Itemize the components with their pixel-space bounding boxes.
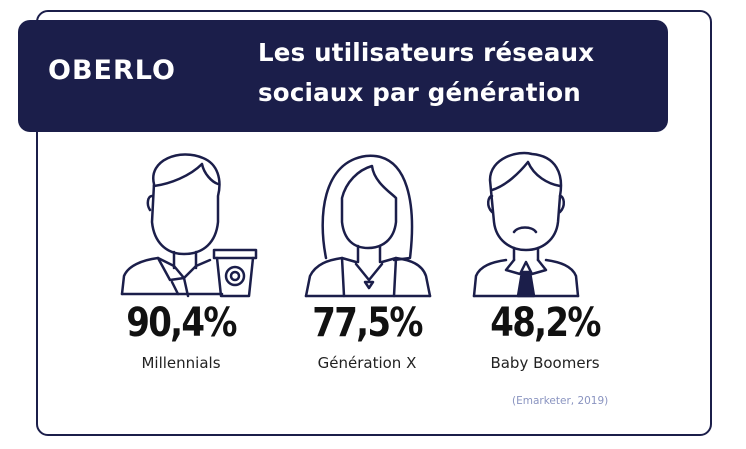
stat-label: Baby Boomers bbox=[490, 354, 600, 372]
stat-generation-x: 77,5% Génération X bbox=[292, 300, 442, 372]
title-line-1: Les utilisateurs réseaux bbox=[258, 38, 595, 67]
oberlo-logo: OBERLO bbox=[48, 55, 176, 86]
source-citation: (Emarketer, 2019) bbox=[512, 395, 609, 407]
stat-label: Millennials bbox=[141, 354, 221, 372]
page-title: Les utilisateurs réseaux sociaux par gén… bbox=[258, 33, 658, 113]
header-banner bbox=[18, 20, 668, 132]
stat-baby-boomers: 48,2% Baby Boomers bbox=[470, 300, 620, 372]
title-line-2: sociaux par génération bbox=[258, 78, 581, 107]
stat-value: 77,5% bbox=[312, 300, 423, 346]
man-with-tie-icon bbox=[472, 151, 580, 298]
stat-value: 90,4% bbox=[126, 300, 237, 346]
woman-long-hair-icon bbox=[304, 154, 432, 298]
millennial-person-with-coffee-icon bbox=[120, 153, 258, 298]
stat-value: 48,2% bbox=[490, 300, 601, 346]
stat-millennials: 90,4% Millennials bbox=[106, 300, 256, 372]
stat-label: Génération X bbox=[317, 354, 417, 372]
